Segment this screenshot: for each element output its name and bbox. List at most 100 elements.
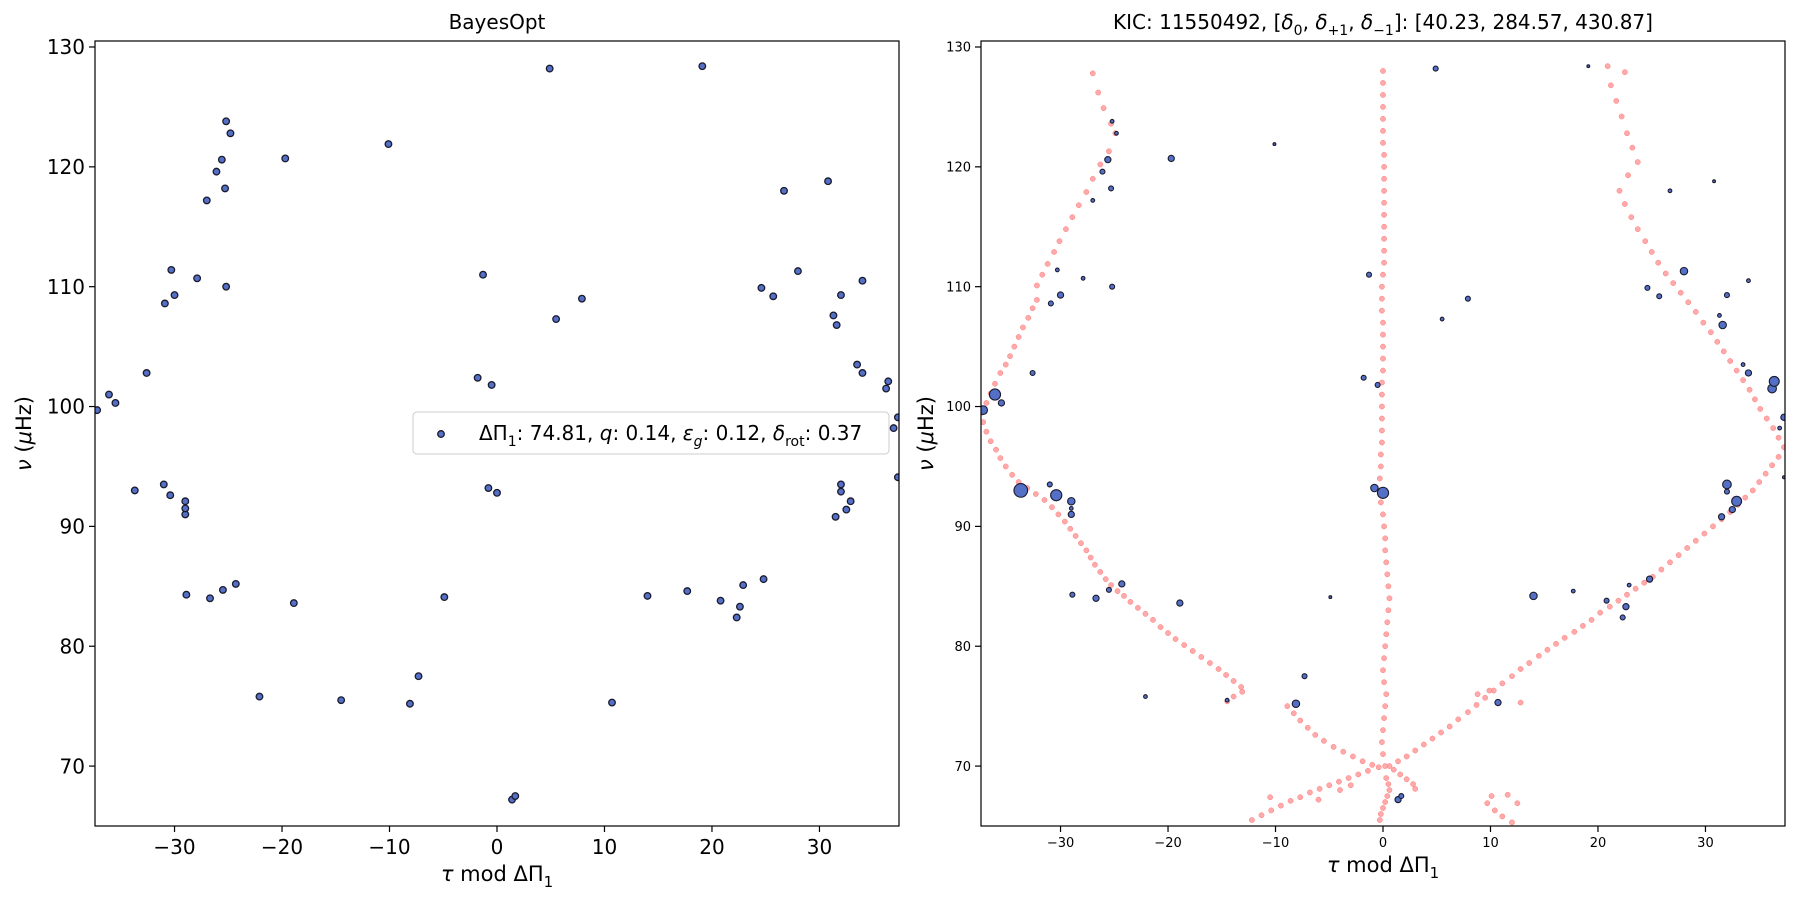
model-point [1403, 776, 1410, 783]
model-point [1382, 763, 1388, 769]
model-point [1312, 732, 1319, 738]
observed-point [1105, 586, 1112, 593]
model-point [1381, 223, 1387, 230]
model-point [1384, 619, 1391, 626]
model-point [1380, 271, 1386, 278]
model-point [1381, 655, 1387, 662]
y-tick-label: 110 [47, 275, 85, 299]
model-point [1756, 479, 1763, 485]
data-point [281, 154, 290, 163]
model-point [1618, 113, 1625, 120]
model-point [1382, 535, 1388, 542]
model-point [1297, 794, 1304, 801]
model-point [1684, 545, 1691, 551]
model-point [1629, 144, 1636, 151]
model-point [1258, 812, 1265, 819]
model-point [1381, 523, 1387, 530]
observed-point [981, 405, 989, 416]
model-point [997, 370, 1004, 376]
model-point [1420, 741, 1427, 748]
x-tick-label: 0 [1379, 836, 1387, 851]
observed-point [1109, 283, 1116, 290]
observed-point [1301, 673, 1308, 680]
model-point [1380, 80, 1386, 86]
data-point [166, 491, 175, 500]
model-point [1102, 576, 1109, 582]
data-point [337, 696, 346, 705]
model-point [1007, 353, 1013, 360]
model-point [1083, 189, 1090, 195]
model-point [1049, 504, 1055, 511]
model-point [1429, 735, 1436, 742]
model-point [1621, 201, 1628, 207]
data-point [487, 381, 496, 389]
data-point [222, 282, 231, 291]
x-tick-label: 20 [1590, 836, 1607, 851]
model-point [1390, 766, 1397, 773]
model-point [1340, 748, 1347, 755]
model-point [1307, 789, 1313, 796]
data-point [217, 155, 226, 164]
data-point [218, 585, 227, 594]
model-point [1634, 159, 1641, 165]
model-point [1034, 297, 1040, 303]
model-point [1015, 334, 1022, 340]
data-point [794, 267, 802, 276]
model-point [1381, 259, 1387, 266]
model-point [1763, 415, 1770, 422]
model-point [1142, 611, 1149, 617]
model-point [1701, 530, 1708, 537]
chart-title: BayesOpt [449, 10, 546, 34]
plot-area [95, 62, 899, 804]
observed-point [1056, 291, 1065, 299]
data-point [882, 384, 891, 393]
observed-point [1603, 597, 1610, 604]
y-axis-label: ν (μHz) [914, 396, 938, 471]
model-point [1597, 609, 1603, 616]
observed-point [1740, 362, 1746, 367]
y-tick-label: 110 [946, 280, 971, 295]
panel-kic: KIC: 11550492, [δ0, δ+1, δ−1]: [40.23, 2… [914, 10, 1786, 882]
model-point [1553, 640, 1559, 647]
observed-point [1374, 381, 1381, 388]
model-point [1752, 396, 1758, 403]
model-point [1504, 791, 1511, 798]
model-point [1097, 569, 1104, 575]
observed-point [1780, 413, 1785, 421]
model-point [1561, 634, 1568, 641]
model-point [1029, 305, 1036, 312]
model-point [1326, 782, 1333, 789]
model-point [1383, 775, 1390, 781]
model-point [1385, 781, 1392, 787]
y-tick-label: 120 [47, 155, 85, 179]
model-point [1063, 226, 1069, 233]
model-point [1207, 660, 1213, 666]
model-point [1089, 175, 1096, 182]
observed-point [1328, 595, 1333, 600]
data-point [170, 291, 179, 300]
model-point [1634, 226, 1641, 233]
model-point [1056, 238, 1063, 244]
observed-point [1439, 316, 1445, 322]
data-point [683, 587, 692, 596]
data-point [780, 186, 788, 195]
y-tick-label: 70 [60, 754, 85, 778]
model-point [1376, 817, 1383, 823]
model-point [1369, 762, 1376, 768]
x-tick-label: 30 [1697, 836, 1714, 851]
observed-point [1291, 699, 1301, 709]
model-point [1380, 751, 1386, 757]
model-point [1381, 187, 1387, 194]
model-point [1044, 261, 1051, 267]
model-point [1020, 324, 1026, 331]
model-point [1380, 68, 1386, 74]
observed-point [1370, 483, 1379, 493]
model-point [1380, 727, 1386, 733]
data-point [608, 698, 616, 707]
model-point [1350, 753, 1356, 760]
data-point [493, 488, 501, 497]
observed-point [1118, 580, 1126, 588]
data-point [142, 369, 151, 377]
observed-point [1494, 698, 1502, 707]
model-point [1380, 805, 1386, 811]
